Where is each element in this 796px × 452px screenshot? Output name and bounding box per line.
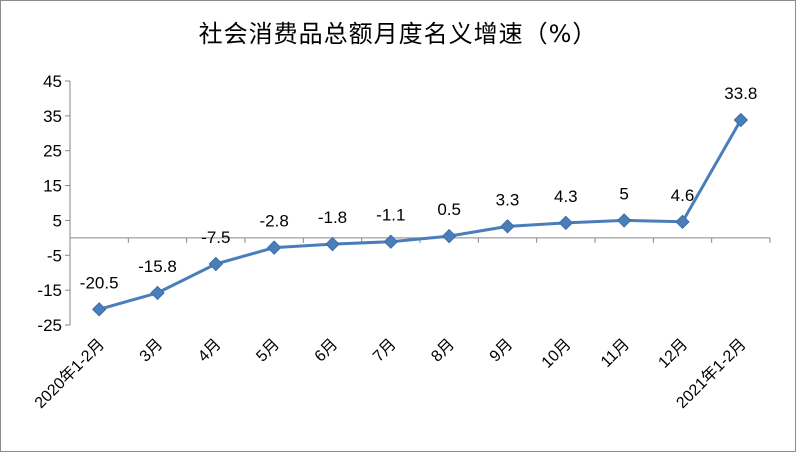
x-tick-label: 9月 — [487, 336, 517, 366]
x-tick-label: 4月 — [195, 336, 225, 366]
x-tick-label: 12月 — [655, 336, 691, 372]
y-tick-label: 35 — [43, 107, 62, 126]
data-point-marker — [500, 219, 515, 234]
y-tick-label: -15 — [37, 281, 62, 300]
data-label: 0.5 — [437, 200, 461, 219]
y-tick-label: 45 — [43, 72, 62, 91]
x-tick-label: 2020年1-2月 — [31, 335, 108, 412]
x-tick-label: 7月 — [370, 336, 400, 366]
data-label: -1.8 — [318, 208, 347, 227]
data-point-marker — [208, 256, 224, 272]
data-label: 3.3 — [496, 190, 520, 209]
data-point-marker — [150, 285, 165, 301]
data-label: 4.6 — [671, 186, 695, 205]
y-tick-label: 15 — [43, 177, 62, 196]
data-point-marker — [325, 236, 340, 252]
y-tick-label: 25 — [43, 142, 62, 161]
data-point-marker — [733, 112, 749, 128]
x-tick-label: 8月 — [428, 336, 458, 366]
x-tick-label: 3月 — [137, 336, 167, 366]
data-point-marker — [91, 302, 107, 317]
x-tick-label: 6月 — [312, 336, 342, 366]
data-label: -1.1 — [376, 206, 405, 225]
data-point-marker — [616, 213, 632, 228]
y-tick-label: -25 — [37, 316, 62, 335]
data-point-marker — [675, 214, 690, 230]
data-label: -20.5 — [80, 273, 119, 292]
x-tick-label: 10月 — [539, 336, 575, 372]
y-tick-label: 5 — [53, 211, 62, 230]
series-line — [98, 119, 743, 311]
data-label: -15.8 — [138, 257, 177, 276]
data-label: -2.8 — [260, 212, 289, 231]
data-point-marker — [441, 228, 457, 244]
data-label: -7.5 — [201, 228, 230, 247]
data-label: 5 — [619, 184, 628, 203]
data-label: 4.3 — [554, 187, 578, 206]
x-tick-label: 5月 — [253, 336, 283, 366]
data-point-marker — [383, 234, 399, 249]
chart-title: 社会消费品总额月度名义增速（%） — [198, 20, 598, 48]
data-point-marker — [558, 215, 574, 231]
y-tick-label: -5 — [47, 246, 62, 265]
x-tick-label: 11月 — [598, 336, 633, 371]
data-point-marker — [266, 240, 282, 255]
data-label: 33.8 — [724, 84, 757, 103]
